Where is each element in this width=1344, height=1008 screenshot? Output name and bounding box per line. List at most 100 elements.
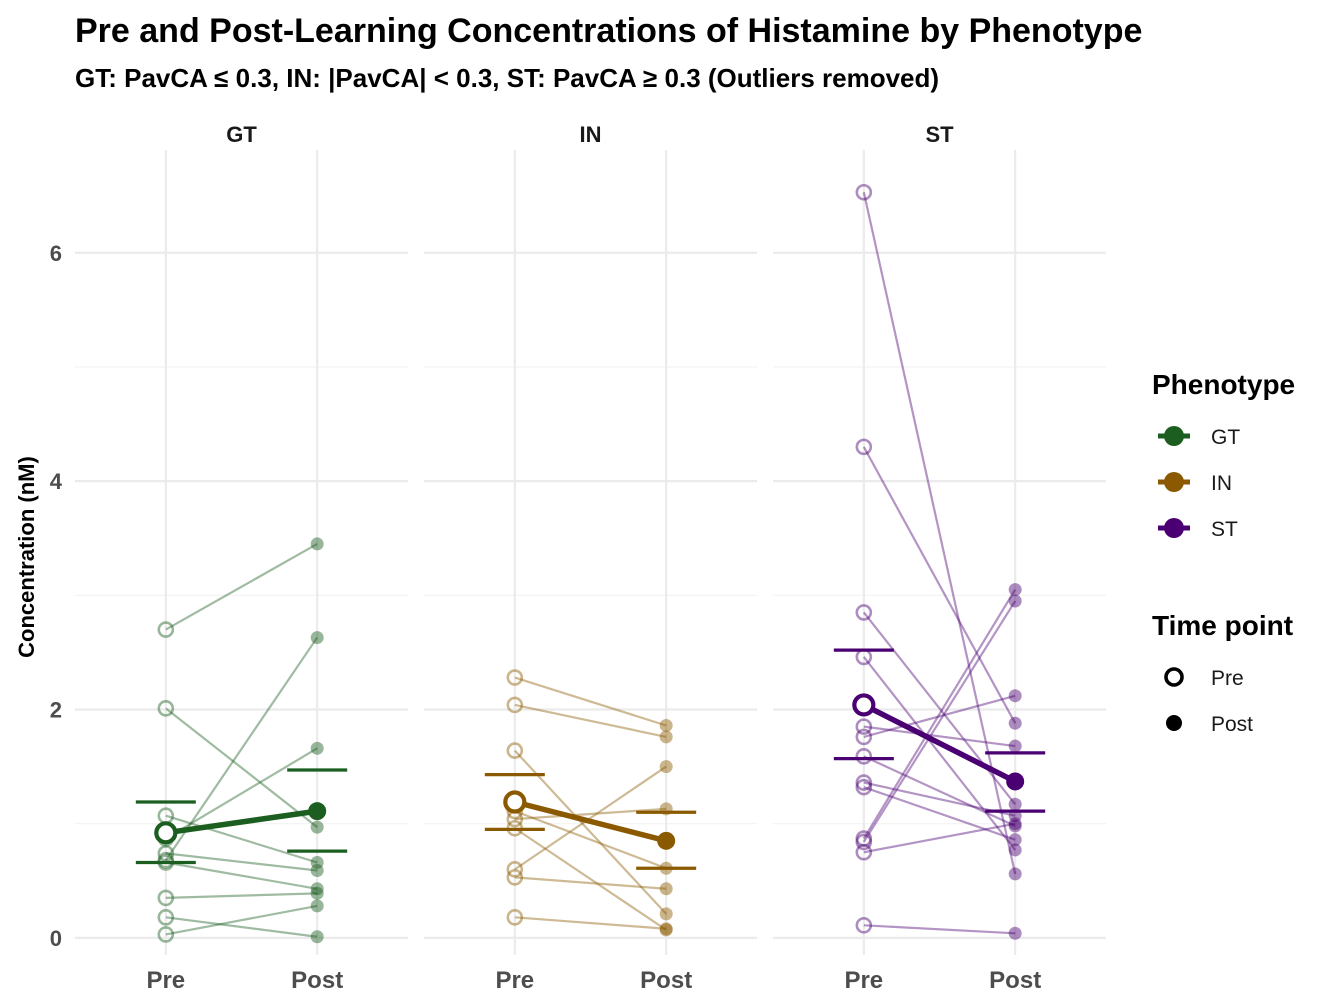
chart-title: Pre and Post-Learning Concentrations of … bbox=[75, 12, 1142, 50]
subject-point-post bbox=[310, 537, 324, 551]
subject-point-post bbox=[1008, 867, 1022, 881]
y-tick-label: 4 bbox=[50, 469, 63, 494]
subject-point-post bbox=[1008, 594, 1022, 608]
subject-point-pre bbox=[157, 621, 175, 638]
subject-point-pre bbox=[855, 917, 873, 934]
subject-line bbox=[514, 765, 667, 871]
subject-point-post bbox=[659, 718, 673, 732]
subject-point-post bbox=[1008, 817, 1022, 831]
subject-line bbox=[165, 542, 318, 631]
subject-line bbox=[514, 810, 667, 870]
y-tick-label: 6 bbox=[50, 241, 62, 266]
subject-point-pre bbox=[157, 909, 175, 926]
mean-line bbox=[165, 808, 318, 836]
subject-line bbox=[863, 725, 1016, 748]
legend-label: Pre bbox=[1211, 667, 1244, 690]
facet-label-gt: GT bbox=[226, 122, 257, 147]
subject-point-pre bbox=[157, 926, 175, 943]
legend-item-in: IN bbox=[1158, 472, 1232, 495]
subject-line bbox=[862, 656, 1017, 851]
legend-label: ST bbox=[1211, 518, 1238, 541]
legend-key-point bbox=[1164, 518, 1184, 538]
subject-line bbox=[164, 636, 319, 861]
y-axis: 0 2 4 6 bbox=[50, 241, 63, 951]
y-tick-label: 0 bbox=[50, 926, 62, 951]
subject-point-post bbox=[1008, 797, 1022, 811]
subject-point-pre bbox=[506, 861, 524, 878]
subject-line bbox=[862, 589, 1017, 840]
subject-line bbox=[514, 749, 667, 915]
chart-subtitle: GT: PavCA ≤ 0.3, IN: |PavCA| < 0.3, ST: … bbox=[75, 63, 939, 93]
y-tick-label: 2 bbox=[50, 698, 62, 723]
subject-line bbox=[862, 192, 1017, 875]
mean-point-post bbox=[308, 802, 327, 821]
facet-label-st: ST bbox=[925, 122, 954, 147]
panel-in: IN Pre Post bbox=[424, 122, 757, 994]
mean-point-post bbox=[657, 831, 676, 850]
subject-point-post bbox=[310, 741, 324, 755]
subject-line bbox=[165, 861, 318, 890]
mean-point-post bbox=[1006, 772, 1025, 791]
subject-line bbox=[862, 600, 1017, 843]
legend-label: GT bbox=[1211, 426, 1240, 449]
x-tick-label: Pre bbox=[495, 967, 534, 994]
subject-point-pre bbox=[855, 438, 873, 456]
subject-point-pre bbox=[157, 851, 175, 869]
subject-point-pre bbox=[506, 696, 524, 714]
subject-point-pre bbox=[855, 718, 873, 735]
subject-point-post bbox=[1008, 926, 1022, 940]
subject-point-post bbox=[659, 923, 673, 937]
subject-point-pre bbox=[855, 778, 873, 796]
subject-point-pre bbox=[855, 183, 873, 201]
legend-label: IN bbox=[1211, 472, 1232, 495]
subject-line bbox=[863, 694, 1016, 738]
subject-line bbox=[165, 916, 318, 938]
subject-point-pre bbox=[506, 869, 524, 886]
subject-point-post bbox=[1008, 819, 1022, 833]
subject-line bbox=[165, 707, 318, 828]
subject-line bbox=[863, 786, 1016, 841]
subject-line bbox=[514, 876, 667, 890]
legend-key-filled-circle bbox=[1166, 715, 1182, 731]
subject-point-pre bbox=[157, 889, 175, 907]
x-tick-label: Post bbox=[640, 967, 692, 994]
mean-line bbox=[514, 799, 667, 844]
subject-point-post bbox=[659, 760, 673, 774]
subject-line bbox=[863, 755, 1016, 827]
subject-point-post bbox=[659, 882, 673, 896]
legend-item-st: ST bbox=[1158, 518, 1238, 541]
legend-label: Post bbox=[1211, 713, 1253, 736]
legend-item-gt: GT bbox=[1158, 426, 1240, 449]
subject-point-pre bbox=[855, 833, 873, 851]
legend-key-point bbox=[1164, 472, 1184, 492]
mean-point-pre bbox=[503, 790, 527, 814]
legend-item-post: Post bbox=[1166, 713, 1253, 736]
subject-line bbox=[165, 892, 318, 900]
subject-line bbox=[862, 611, 1017, 805]
mean-point-pre bbox=[154, 821, 178, 845]
subject-point-pre bbox=[855, 830, 873, 847]
panel-gt: GT Pre Post bbox=[75, 122, 408, 994]
subject-line bbox=[165, 747, 318, 840]
subject-point-post bbox=[310, 631, 324, 645]
subject-line bbox=[863, 924, 1016, 935]
legend: Phenotype Time point GT IN ST Pre Post bbox=[1152, 369, 1295, 736]
subject-point-pre bbox=[506, 742, 524, 759]
mean-line bbox=[862, 702, 1017, 784]
subject-point-post bbox=[310, 820, 324, 834]
facet-label-in: IN bbox=[580, 122, 602, 147]
subject-point-pre bbox=[855, 843, 873, 861]
subject-line bbox=[165, 814, 318, 864]
subject-point-post bbox=[1008, 716, 1022, 730]
subject-point-post bbox=[659, 907, 673, 921]
subject-point-post bbox=[659, 922, 673, 936]
subject-line bbox=[514, 676, 667, 727]
subject-point-post bbox=[310, 930, 324, 944]
legend-title-time-point: Time point bbox=[1152, 610, 1293, 641]
subject-point-pre bbox=[855, 728, 873, 746]
subject-point-pre bbox=[506, 669, 524, 686]
subject-point-post bbox=[1008, 739, 1022, 753]
subject-point-pre bbox=[855, 748, 873, 765]
